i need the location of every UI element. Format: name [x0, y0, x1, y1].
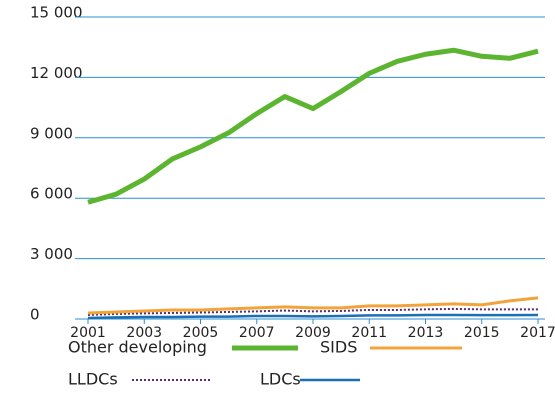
legend-label: LDCs [260, 370, 301, 389]
legend-label: SIDS [320, 338, 357, 357]
line-series [87, 313, 539, 320]
line-series [87, 47, 539, 205]
y-tick-label: 15 000 [30, 4, 83, 22]
y-tick-label: 9 000 [30, 124, 73, 142]
legend-label: LLDCs [68, 370, 118, 389]
y-tick-label: 12 000 [30, 64, 83, 82]
x-tick-label: 2007 [239, 325, 275, 341]
y-tick-label: 0 [30, 306, 40, 324]
x-tick-label: 2017 [520, 325, 555, 341]
line-series [87, 307, 538, 316]
x-tick-label: 2009 [295, 325, 331, 341]
x-tick-label: 2001 [70, 325, 106, 341]
y-tick-label: 6 000 [30, 185, 73, 203]
line-series [87, 296, 539, 315]
x-tick-label: 2011 [351, 325, 387, 341]
x-tick-label: 2005 [183, 325, 219, 341]
x-tick-label: 2003 [126, 325, 162, 341]
y-tick-label: 3 000 [30, 245, 73, 263]
legend-label: Other developing [68, 338, 207, 357]
x-tick-label: 2013 [408, 325, 444, 341]
x-tick-label: 2015 [464, 325, 500, 341]
